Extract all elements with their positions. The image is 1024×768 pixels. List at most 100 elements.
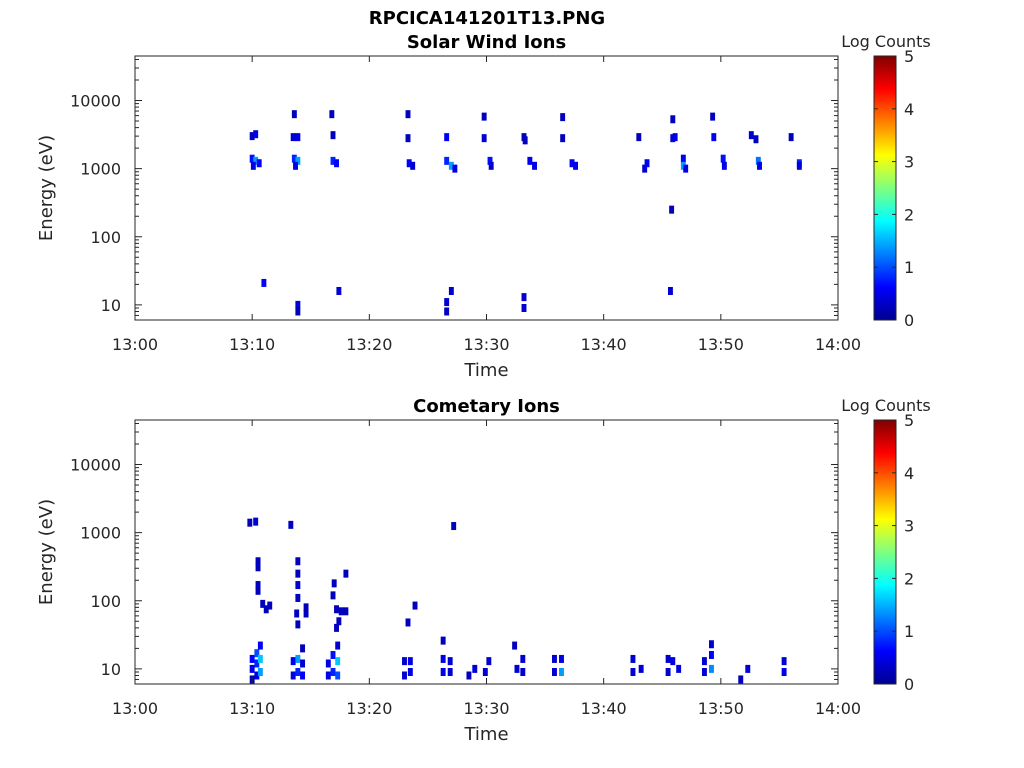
heatmap-cell [680,154,686,163]
heatmap-cell [253,517,259,526]
heatmap-cell [522,136,528,145]
heatmap-cell [288,520,294,529]
axes-box [134,55,839,321]
heatmap-cell [665,668,671,677]
heatmap-cell [551,654,557,663]
colorbar-tick-label: 1 [904,258,914,277]
x-tick-label: 14:00 [815,335,861,354]
y-tick-label: 100 [90,228,121,247]
heatmap-cell [334,623,339,632]
heatmap-cell [721,161,727,170]
heatmap-cell [343,607,349,616]
heatmap-cell [249,664,255,673]
heatmap-cell [255,581,261,590]
heatmap-cell [440,654,446,663]
heatmap-cells [247,517,787,684]
heatmap-cell [291,110,297,119]
x-tick-label: 13:10 [229,335,275,354]
heatmap-cell [486,657,492,666]
colorbar-tick-label: 5 [904,47,914,66]
heatmap-cell [335,671,341,680]
heatmap-cell [644,159,650,168]
heatmap-cell [452,164,458,173]
heatmap-cell [448,161,454,170]
heatmap-cell [334,159,339,168]
heatmap-cell [329,110,335,119]
colorbar-tick-label: 1 [904,622,914,641]
heatmap-cell [720,154,726,163]
heatmap-cell [482,668,488,677]
colorbar: Log Counts 0 1 2 3 4 5 [841,32,931,330]
heatmap-cell [402,657,407,666]
colorbar-tick-label: 5 [904,411,914,430]
heatmap-cell [335,641,341,650]
heatmap-cell [710,112,716,121]
heatmap-cell [295,581,301,590]
x-tick-label: 13:40 [581,335,627,354]
heatmap-cell [249,154,255,163]
heatmap-cell [520,654,526,663]
heatmap-cell [295,300,301,309]
heatmap-cell [335,657,341,666]
heatmap-cell [255,557,261,566]
heatmap-cell [247,518,253,527]
heatmap-cell [667,286,673,295]
heatmap-cell [336,286,342,295]
heatmap-cell [249,132,255,141]
colorbar-tick-label: 0 [904,311,914,330]
axes-box [134,419,839,685]
x-tick-label: 13:10 [229,699,275,718]
heatmap-cell [638,664,644,673]
heatmap-cell [488,161,494,170]
colorbar-tick-label: 3 [904,517,914,536]
heatmap-cell [330,668,336,677]
heatmap-cell [260,599,266,608]
heatmap-cell [665,654,671,663]
colorbar-tick-label: 3 [904,153,914,172]
heatmap-cell [293,161,298,170]
heatmap-cells [249,110,802,316]
heatmap-cell [514,664,520,673]
heatmap-cell [683,164,689,173]
heatmap-cell [532,161,537,170]
heatmap-cell [412,601,418,610]
heatmap-cell [330,156,336,165]
panel-title: Solar Wind Ions [407,32,566,53]
heatmap-cell [295,557,301,566]
colorbar-title: Log Counts [841,396,931,415]
x-tick-label: 13:30 [463,699,509,718]
heatmap-cell [796,161,802,170]
heatmap-cell [630,654,636,663]
heatmap-cell [472,664,478,673]
heatmap-cell [295,307,301,316]
heatmap-cell [466,671,472,680]
x-axis-label: Time [463,360,508,381]
heatmap-cell [295,654,301,663]
heatmap-cell [630,668,636,677]
heatmap-cell [405,134,411,143]
heatmap-cell [295,668,301,677]
heatmap-cell [512,641,518,650]
heatmap-cell [410,161,416,170]
heatmap-cell [520,668,526,677]
heatmap-cell [330,131,336,140]
heatmap-cell [330,650,336,659]
heatmap-cell [738,675,744,684]
heatmap-cell [253,156,259,165]
colorbar-tick-label: 0 [904,675,914,694]
heatmap-cell [256,159,262,168]
heatmap-cell [444,298,450,307]
heatmap-cell [447,657,453,666]
heatmap-cell [257,668,263,677]
heatmap-cell [448,286,454,295]
x-tick-label: 13:40 [581,699,627,718]
heatmap-cell [527,156,533,165]
heatmap-cell [261,278,267,287]
panel-title: Cometary Ions [413,396,560,417]
heatmap-cell [444,307,450,316]
colorbar-tick-label: 4 [904,100,914,119]
x-tick-label: 13:20 [346,699,392,718]
heatmap-cell [405,618,411,627]
heatmap-cell [781,668,787,677]
heatmap-cell [745,664,751,673]
